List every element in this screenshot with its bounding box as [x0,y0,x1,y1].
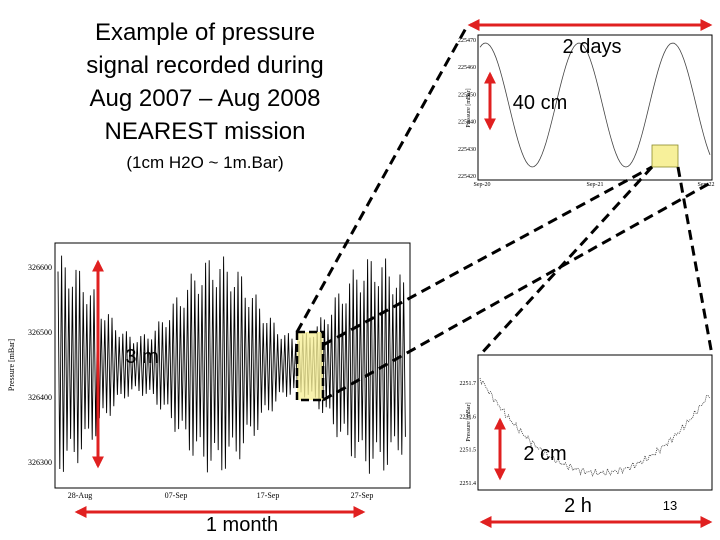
connector [676,166,714,356]
annotation: 2 cm [523,443,566,465]
title-line: Aug 2007 – Aug 2008 [90,85,321,112]
y-tick-label: 225420 [458,174,476,180]
y-tick-label: 2251.7 [460,381,477,387]
x-tick-label: Sep-20 [474,182,491,188]
x-tick-label: 17-Sep [257,491,280,500]
x-tick-label: 07-Sep [165,491,188,500]
y-tick-label: 225450 [458,92,476,98]
y-tick-label: 326300 [28,458,52,467]
annotation: 2 days [563,36,622,58]
annotation: 1 month [206,514,278,536]
connector [322,165,653,347]
y-tick-label: 326500 [28,328,52,337]
x-tick-label: Sep-21 [587,182,604,188]
y-tick-label: 225460 [458,65,476,71]
title-line: NEAREST mission [105,118,306,145]
y-tick-label: 2251.5 [460,448,477,454]
y-tick-label: 326600 [28,263,52,272]
zoom-box [295,330,325,402]
connector [478,165,654,357]
annotation: 3 m [125,346,158,368]
y-label: Pressure [mBar] [466,402,472,441]
main-plot: Pressure [mBar] 326600 326500 326400 326… [7,242,411,500]
y-tick-label: 326400 [28,393,52,402]
x-tick-label: 27-Sep [351,491,374,500]
connector [295,27,468,333]
y-label: Pressure [mBar] [7,339,16,392]
title-line: Example of pressure [95,19,315,46]
title-line: signal recorded during [86,52,323,79]
y-tick-label: 2251.4 [460,481,477,487]
plot-frame [477,354,713,491]
page-number: 13 [663,498,677,513]
y-tick-label: 225470 [458,38,476,44]
waveform [479,377,710,477]
waveform [479,42,711,168]
y-tick-label: 2251.6 [460,414,477,420]
zoom-box [651,144,679,168]
annotation: 40 cm [513,92,567,114]
x-tick-label: 28-Aug [68,491,92,500]
plot-frame [54,242,411,489]
y-tick-label: 225440 [458,120,476,126]
annotation: 2 h [564,495,592,517]
bottom-plot: Pressure [mBar] 2251.7 2251.6 2251.5 2251.4 [460,354,713,491]
connector [322,180,713,402]
plot-frame [477,34,713,181]
subtitle: (1cm H2O ~ 1m.Bar) [126,153,283,172]
y-tick-label: 225430 [458,147,476,153]
y-label: Pressure [mBar] [466,88,472,127]
waveform [57,255,406,474]
